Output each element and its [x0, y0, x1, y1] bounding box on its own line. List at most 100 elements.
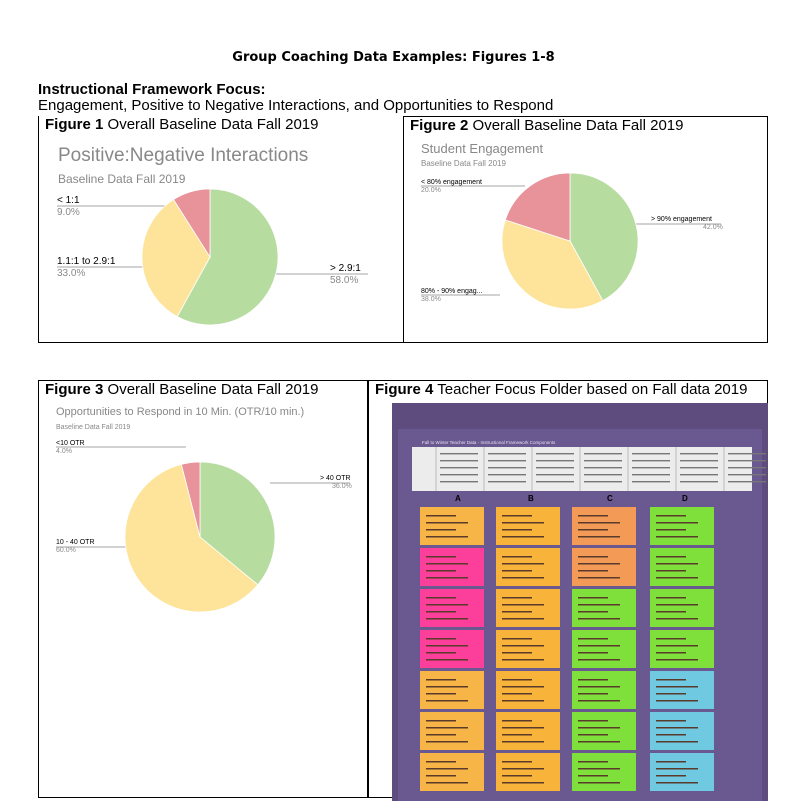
sticky-note-scribble	[578, 659, 620, 661]
sticky-note-scribble	[426, 727, 468, 729]
sticky-note	[650, 548, 714, 586]
chart-2-pie	[501, 172, 639, 310]
folder-table-text-line	[728, 467, 766, 469]
chart-1-subtitle: Baseline Data Fall 2019	[58, 172, 186, 186]
sticky-note-scribble	[426, 700, 468, 702]
sticky-note-scribble	[426, 604, 468, 606]
sticky-note	[650, 671, 714, 709]
chart-3-label-green: > 40 OTR	[320, 475, 351, 482]
sticky-note-scribble	[656, 686, 698, 688]
sticky-note	[420, 589, 484, 627]
sticky-note-scribble	[578, 570, 608, 572]
folder-table-text-line	[536, 474, 574, 476]
folder-table-text-line	[488, 474, 526, 476]
folder-table-text-line	[728, 453, 766, 455]
chart-1-label-red: < 1:1	[57, 195, 80, 206]
folder-table-text-line	[488, 453, 526, 455]
folder-table-text-line	[584, 467, 622, 469]
sticky-note-scribble	[426, 679, 456, 681]
chart-3-value-yellow: 60.0%	[56, 547, 76, 554]
figure-2-label: Figure 2	[410, 117, 469, 134]
folder-table-text-line	[584, 460, 622, 462]
sticky-note-scribble	[656, 734, 686, 736]
folder-column-a: A	[455, 494, 461, 503]
sticky-note-scribble	[426, 611, 456, 613]
folder-table-text-line	[632, 474, 670, 476]
sticky-note-scribble	[578, 775, 608, 777]
sticky-note-scribble	[578, 536, 620, 538]
sticky-note-scribble	[502, 529, 532, 531]
sticky-note-scribble	[578, 741, 620, 743]
sticky-note	[496, 589, 560, 627]
sticky-note-scribble	[426, 720, 456, 722]
sticky-note-scribble	[502, 611, 532, 613]
sticky-note-scribble	[656, 515, 686, 517]
sticky-note-scribble	[426, 597, 456, 599]
sticky-note-scribble	[426, 734, 456, 736]
chart-1-slice-0	[176, 188, 279, 326]
sticky-note-scribble	[426, 556, 456, 558]
folder-table-text-line	[632, 460, 670, 462]
chart-2-slice-0	[569, 172, 639, 302]
sticky-note	[572, 712, 636, 750]
sticky-note-scribble	[656, 536, 698, 538]
folder-table-text-line	[440, 453, 478, 455]
folder-table-text-line	[536, 453, 574, 455]
sticky-note	[420, 753, 484, 791]
sticky-note-scribble	[578, 686, 620, 688]
sticky-note-scribble	[656, 775, 686, 777]
sticky-note-scribble	[502, 768, 544, 770]
sticky-note-scribble	[656, 529, 686, 531]
folder-table-text-line	[680, 481, 718, 483]
sticky-note	[572, 630, 636, 668]
sticky-note-scribble	[426, 693, 456, 695]
chart-2-value-green: 42.0%	[703, 224, 723, 231]
sticky-note-scribble	[502, 522, 544, 524]
chart-3-label-red: <10 OTR	[56, 440, 85, 447]
chart-1-slice-1	[141, 199, 211, 318]
sticky-note-scribble	[656, 618, 698, 620]
sticky-note-scribble	[502, 652, 532, 654]
sticky-note-scribble	[656, 611, 686, 613]
sticky-note-scribble	[578, 638, 608, 640]
figure-3-label: Figure 3	[45, 381, 104, 398]
sticky-note-scribble	[656, 741, 698, 743]
folder-table-text-line	[680, 460, 718, 462]
sticky-note-scribble	[578, 618, 620, 620]
sticky-note-scribble	[578, 700, 620, 702]
folder-table-text-line	[632, 453, 670, 455]
folder-column-b: B	[528, 494, 534, 503]
sticky-note	[420, 712, 484, 750]
sticky-note-scribble	[656, 700, 698, 702]
sticky-note-scribble	[656, 597, 686, 599]
sticky-note-scribble	[502, 720, 532, 722]
sticky-note-scribble	[502, 761, 532, 763]
sticky-note-scribble	[578, 761, 608, 763]
sticky-note-scribble	[656, 652, 686, 654]
sticky-note-scribble	[578, 652, 608, 654]
sticky-note-scribble	[502, 570, 532, 572]
sticky-note	[496, 548, 560, 586]
sticky-note-scribble	[578, 577, 620, 579]
sticky-note-scribble	[502, 577, 544, 579]
sticky-note	[650, 712, 714, 750]
chart-3-title: Opportunities to Respond in 10 Min. (OTR…	[56, 406, 304, 418]
folder-table-text-line	[488, 481, 526, 483]
sticky-note-scribble	[578, 782, 620, 784]
folder-table-text-line	[488, 467, 526, 469]
figure-4-label: Figure 4	[375, 381, 434, 398]
folder-table-text-line	[536, 481, 574, 483]
chart-3-value-red: 4.0%	[56, 448, 72, 455]
sticky-note-scribble	[656, 556, 686, 558]
folder-header-text: Fall to Winter Teacher Data - Instructio…	[422, 440, 556, 445]
sticky-note	[496, 507, 560, 545]
folder-table-text-line	[488, 460, 526, 462]
sticky-note-scribble	[426, 686, 468, 688]
folder-table-text-line	[728, 460, 766, 462]
sticky-note-scribble	[656, 659, 698, 661]
sticky-note-scribble	[502, 618, 544, 620]
sticky-note-scribble	[656, 563, 698, 565]
chart-2-slice-2	[504, 172, 571, 242]
chart-3-pie	[124, 461, 276, 613]
